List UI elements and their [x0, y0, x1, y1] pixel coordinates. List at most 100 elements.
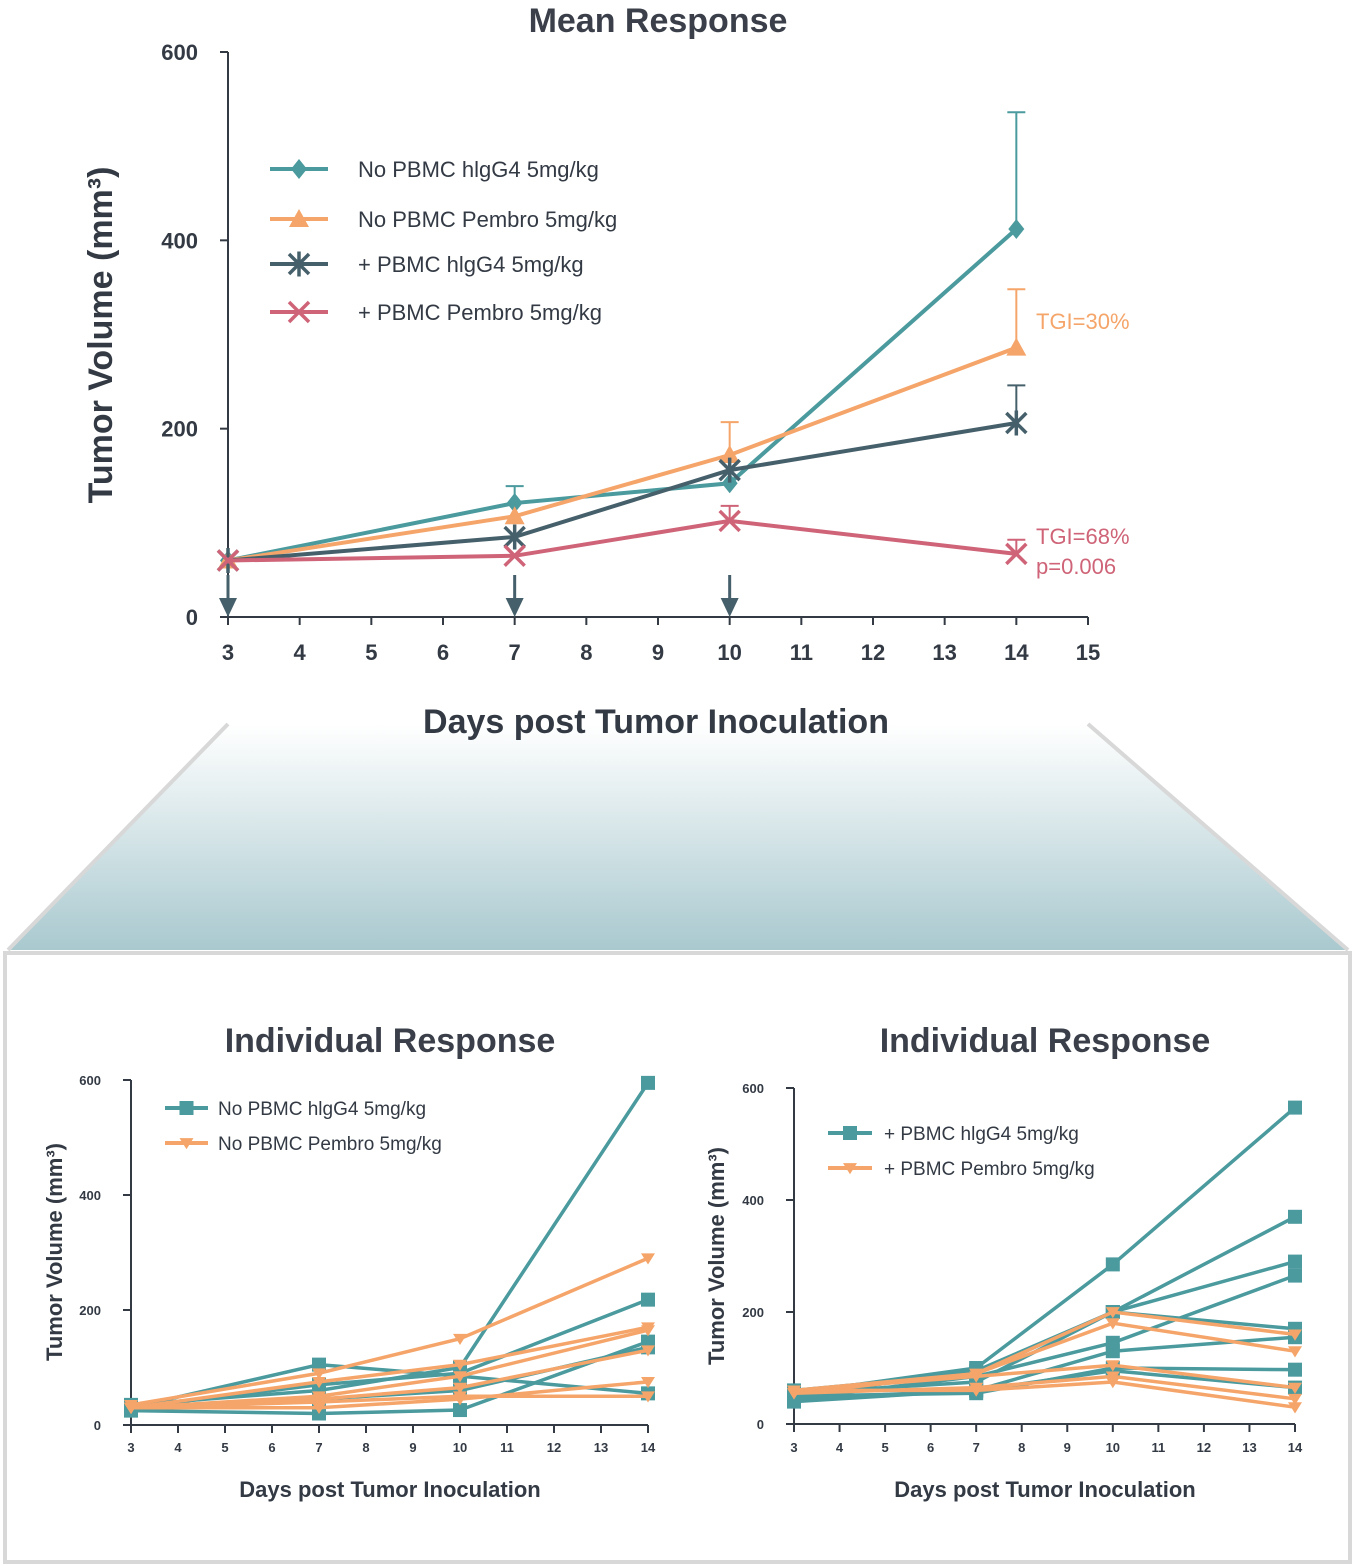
legend-marker [291, 159, 307, 179]
data-point [453, 1371, 467, 1383]
x-tick-label: 14 [641, 1440, 656, 1455]
data-point [312, 1397, 326, 1409]
data-point [719, 445, 740, 464]
x-tick-label: 5 [881, 1440, 888, 1455]
data-point [969, 1385, 984, 1397]
legend-marker [287, 300, 311, 324]
legend-label: No PBMC Pembro 5mg/kg [218, 1134, 442, 1155]
y-axis-label: Tumor Volume (mm³) [82, 167, 120, 504]
data-point [721, 473, 738, 494]
x-tick-label: 5 [365, 640, 377, 665]
data-point [506, 493, 523, 514]
x-tick-label: 12 [861, 640, 885, 665]
series-line [130, 1362, 649, 1410]
y-tick-label: 200 [742, 1305, 764, 1320]
x-tick-label: 13 [594, 1440, 608, 1455]
data-point [1105, 1307, 1120, 1319]
x-tick-label: 14 [1004, 640, 1029, 665]
data-point [453, 1359, 467, 1371]
data-point [312, 1402, 326, 1415]
x-tick-label: 11 [1151, 1440, 1165, 1455]
y-tick-label: 200 [161, 417, 198, 442]
data-point [216, 549, 240, 572]
series-1 [124, 1253, 655, 1415]
individual-response-chart-no-pbmc: Individual Response Days post Tumor Inocu… [42, 1022, 656, 1502]
legend-marker [289, 209, 309, 227]
x-tick-label: 8 [362, 1440, 369, 1455]
data-point [1105, 1360, 1120, 1372]
series-line [793, 1363, 1296, 1393]
individual-line [787, 1377, 1302, 1414]
chart-title: Individual Response [225, 1022, 556, 1060]
data-point [641, 1253, 655, 1265]
legend-label: No PBMC hlgG4 5mg/kg [218, 1099, 426, 1120]
x-tick-label: 3 [222, 640, 234, 665]
x-tick-label: 9 [652, 640, 664, 665]
data-point [641, 1292, 655, 1307]
data-point [1105, 1318, 1120, 1330]
x-axis-label: Days post Tumor Inoculation [894, 1477, 1196, 1502]
series-line [227, 227, 1018, 563]
chart-title: Individual Response [880, 1022, 1211, 1060]
data-point [1288, 1268, 1302, 1283]
data-point [1288, 1100, 1302, 1115]
data-point [1005, 542, 1028, 566]
x-tick-label: 9 [409, 1440, 416, 1455]
data-point [718, 457, 741, 483]
y-tick-label: 600 [161, 40, 198, 65]
treatment-arrow-head [720, 598, 739, 617]
series-line [130, 1256, 649, 1407]
series-line [130, 1339, 649, 1416]
x-axis-label: Days post Tumor Inoculation [423, 703, 889, 741]
series-line [793, 1106, 1297, 1395]
legend-marker [287, 251, 311, 277]
data-point [124, 1402, 138, 1415]
data-point [503, 544, 526, 568]
legend-label: + PBMC Pembro 5mg/kg [358, 300, 602, 325]
y-axis-label: Tumor Volume (mm³) [704, 1147, 729, 1365]
data-point [312, 1357, 326, 1372]
data-point [312, 1376, 326, 1389]
individual-response-chart-pbmc: Individual Response Days post Tumor Inocu… [704, 1022, 1303, 1502]
data-point [453, 1333, 467, 1346]
data-point [1288, 1209, 1302, 1224]
x-tick-label: 12 [1197, 1440, 1211, 1455]
x-tick-label: 8 [580, 640, 592, 665]
zoom-connector [8, 724, 1348, 950]
zoom-connector-right-edge [1086, 722, 1350, 952]
x-tick-label: 10 [1106, 1440, 1120, 1455]
data-point [1288, 1402, 1302, 1414]
legend-marker [843, 1126, 857, 1140]
data-point [718, 509, 741, 533]
data-point [453, 1403, 467, 1418]
x-tick-label: 6 [437, 640, 449, 665]
individual-line [124, 1253, 655, 1412]
data-point [641, 1325, 655, 1337]
data-point [641, 1345, 655, 1357]
x-tick-label: 10 [717, 640, 741, 665]
individual-line [124, 1391, 655, 1415]
data-point [1288, 1329, 1302, 1341]
x-tick-label: 4 [836, 1440, 844, 1455]
data-point [1006, 337, 1027, 356]
data-point [1105, 1257, 1120, 1272]
data-point [1288, 1382, 1302, 1394]
series-1 [787, 1307, 1302, 1414]
x-axis-label: Days post Tumor Inoculation [239, 1477, 541, 1502]
data-point [1105, 1344, 1120, 1359]
series-0 [124, 1075, 655, 1421]
y-tick-label: 600 [742, 1081, 764, 1096]
x-tick-label: 3 [127, 1440, 134, 1455]
y-tick-label: 0 [757, 1417, 764, 1432]
data-point [1288, 1362, 1302, 1377]
x-tick-label: 12 [547, 1440, 561, 1455]
x-tick-label: 15 [1076, 640, 1100, 665]
series-3 [216, 504, 1028, 572]
x-tick-label: 7 [509, 640, 521, 665]
legend-marker [179, 1138, 194, 1150]
data-point [1008, 219, 1025, 240]
mean-response-chart: Mean Response Days post Tumor Inoculation… [82, 2, 1130, 741]
y-tick-label: 400 [79, 1188, 101, 1203]
data-point [503, 524, 526, 550]
